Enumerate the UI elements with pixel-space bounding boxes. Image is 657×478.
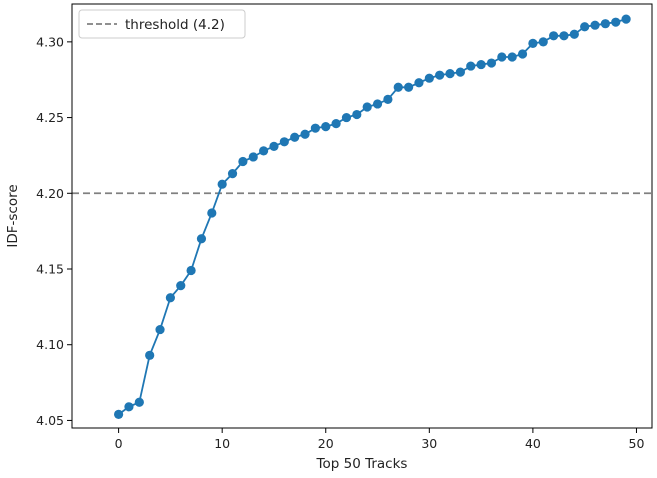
data-point — [549, 31, 559, 41]
data-point — [362, 102, 372, 112]
data-point — [559, 31, 569, 41]
data-point — [248, 152, 258, 162]
data-point — [145, 350, 155, 360]
data-point — [372, 99, 383, 109]
data-point — [517, 49, 528, 59]
legend-box — [78, 9, 246, 39]
y-tick-label: 4.10 — [36, 337, 64, 352]
x-axis-label: Top 50 Tracks — [316, 456, 408, 472]
x-tick-label: 20 — [318, 436, 334, 451]
data-point — [186, 265, 196, 276]
data-point — [124, 402, 134, 412]
data-point — [310, 123, 320, 133]
data-point — [383, 94, 393, 104]
data-point — [393, 82, 403, 92]
plot-frame — [71, 3, 653, 429]
data-point — [341, 112, 352, 123]
data-point — [621, 14, 631, 24]
data-point — [238, 156, 248, 167]
x-tick-label: 50 — [629, 436, 645, 451]
plot-area — [72, 14, 652, 419]
data-point — [165, 293, 175, 303]
legend-label-threshold: threshold (4.2) — [125, 17, 225, 33]
data-point — [352, 109, 362, 120]
y-tick-label: 4.25 — [36, 110, 64, 125]
data-point — [300, 129, 310, 139]
data-point — [580, 22, 590, 32]
data-point — [134, 397, 144, 407]
data-point — [611, 17, 621, 27]
data-point — [196, 234, 207, 244]
x-tick-label: 40 — [525, 436, 541, 451]
data-point — [114, 409, 124, 419]
data-point — [435, 70, 445, 80]
data-point — [269, 141, 279, 151]
data-point — [217, 179, 227, 189]
data-point — [424, 73, 434, 83]
data-point — [455, 67, 465, 77]
y-tick-label: 4.15 — [36, 262, 64, 277]
data-point — [404, 82, 414, 92]
y-tick-label: 4.20 — [36, 186, 64, 201]
y-axis-label: IDF-score — [5, 184, 21, 247]
data-point — [321, 122, 331, 132]
data-point — [600, 19, 610, 29]
data-point — [290, 132, 300, 142]
x-tick-label: 30 — [421, 436, 437, 451]
data-point — [538, 37, 548, 47]
data-point — [486, 58, 497, 68]
data-point — [279, 137, 289, 147]
data-point — [466, 61, 476, 71]
data-point — [207, 208, 217, 218]
data-point — [476, 59, 486, 70]
data-point — [590, 20, 600, 30]
data-point — [259, 146, 269, 156]
x-axis: 0 10 20 30 40 50 — [115, 428, 645, 451]
data-point — [227, 169, 238, 179]
data-point — [507, 52, 517, 62]
x-tick-label: 0 — [115, 436, 123, 451]
y-axis: 4.05 4.10 4.15 4.20 4.25 4.30 — [36, 34, 72, 428]
data-point — [331, 119, 341, 129]
data-point — [528, 38, 538, 48]
data-point — [414, 78, 424, 88]
data-point — [497, 52, 507, 62]
y-tick-label: 4.30 — [36, 34, 64, 49]
data-point — [176, 281, 186, 291]
legend: threshold (4.2) — [78, 9, 246, 39]
data-point — [569, 29, 579, 39]
data-point — [155, 324, 165, 335]
data-point — [445, 69, 455, 79]
x-tick-label: 10 — [214, 436, 230, 451]
y-tick-label: 4.05 — [36, 413, 64, 428]
